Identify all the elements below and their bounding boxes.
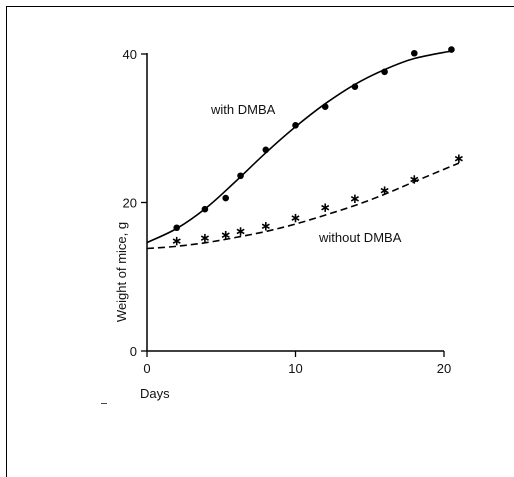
x-axis-label: Days [140, 386, 170, 401]
point-without-dmba-8 [380, 186, 389, 195]
point-with-dmba-0 [173, 224, 180, 232]
point-without-dmba-3 [236, 227, 245, 236]
point-without-dmba-0 [172, 236, 181, 246]
asterisk-stroke [410, 176, 419, 183]
y-tick-label-1: 20 [123, 196, 137, 211]
point-with-dmba-5 [292, 121, 299, 129]
point-with-dmba-3 [237, 172, 244, 180]
y-tick-label-0: 0 [130, 344, 137, 359]
point-with-dmba-4 [262, 146, 270, 154]
point-with-dmba-6 [321, 103, 329, 111]
asterisk-stroke [221, 232, 230, 238]
point-with-dmba-7 [351, 83, 359, 90]
fit-line-with-dmba [146, 50, 452, 244]
fit-line-without-dmba [146, 162, 460, 250]
chart-labels: with DMBA without DMBA Days Weight of mi… [114, 102, 402, 401]
frame-left-border [6, 6, 7, 477]
point-without-dmba-4 [261, 222, 270, 231]
point-with-dmba-8 [381, 68, 388, 76]
data-points [172, 46, 463, 246]
point-with-dmba-10 [448, 46, 455, 53]
point-with-dmba-1 [201, 205, 209, 213]
point-without-dmba-9 [410, 175, 419, 184]
point-without-dmba-1 [200, 233, 209, 243]
stray-mark [101, 403, 107, 404]
point-with-dmba-2 [222, 194, 230, 202]
asterisk-stroke [291, 215, 300, 221]
annotation-with-dmba: with DMBA [210, 102, 276, 117]
annotation-without-dmba: without DMBA [318, 230, 402, 245]
y-axis-label: Weight of mice, g [114, 222, 129, 322]
asterisk-stroke [350, 195, 359, 202]
x-tick-label-2: 20 [437, 361, 451, 376]
point-with-dmba-9 [411, 49, 418, 57]
asterisk-stroke [321, 204, 330, 211]
point-without-dmba-7 [350, 194, 359, 203]
frame-top-border [6, 6, 514, 7]
x-tick-label-0: 0 [143, 361, 150, 376]
asterisk-stroke [454, 155, 463, 162]
asterisk-stroke [172, 238, 181, 244]
asterisk-stroke [236, 228, 245, 235]
asterisk-stroke [380, 187, 389, 194]
point-without-dmba-6 [321, 203, 330, 212]
x-tick-label-1: 10 [288, 361, 302, 376]
y-tick-label-2: 40 [123, 47, 137, 62]
point-without-dmba-2 [221, 230, 230, 240]
fit-curves [146, 50, 460, 250]
point-without-dmba-5 [291, 213, 300, 223]
axes: 0 20 40 0 10 20 [123, 47, 452, 376]
asterisk-stroke [261, 223, 270, 230]
asterisk-stroke [200, 235, 209, 241]
point-without-dmba-10 [454, 154, 463, 163]
